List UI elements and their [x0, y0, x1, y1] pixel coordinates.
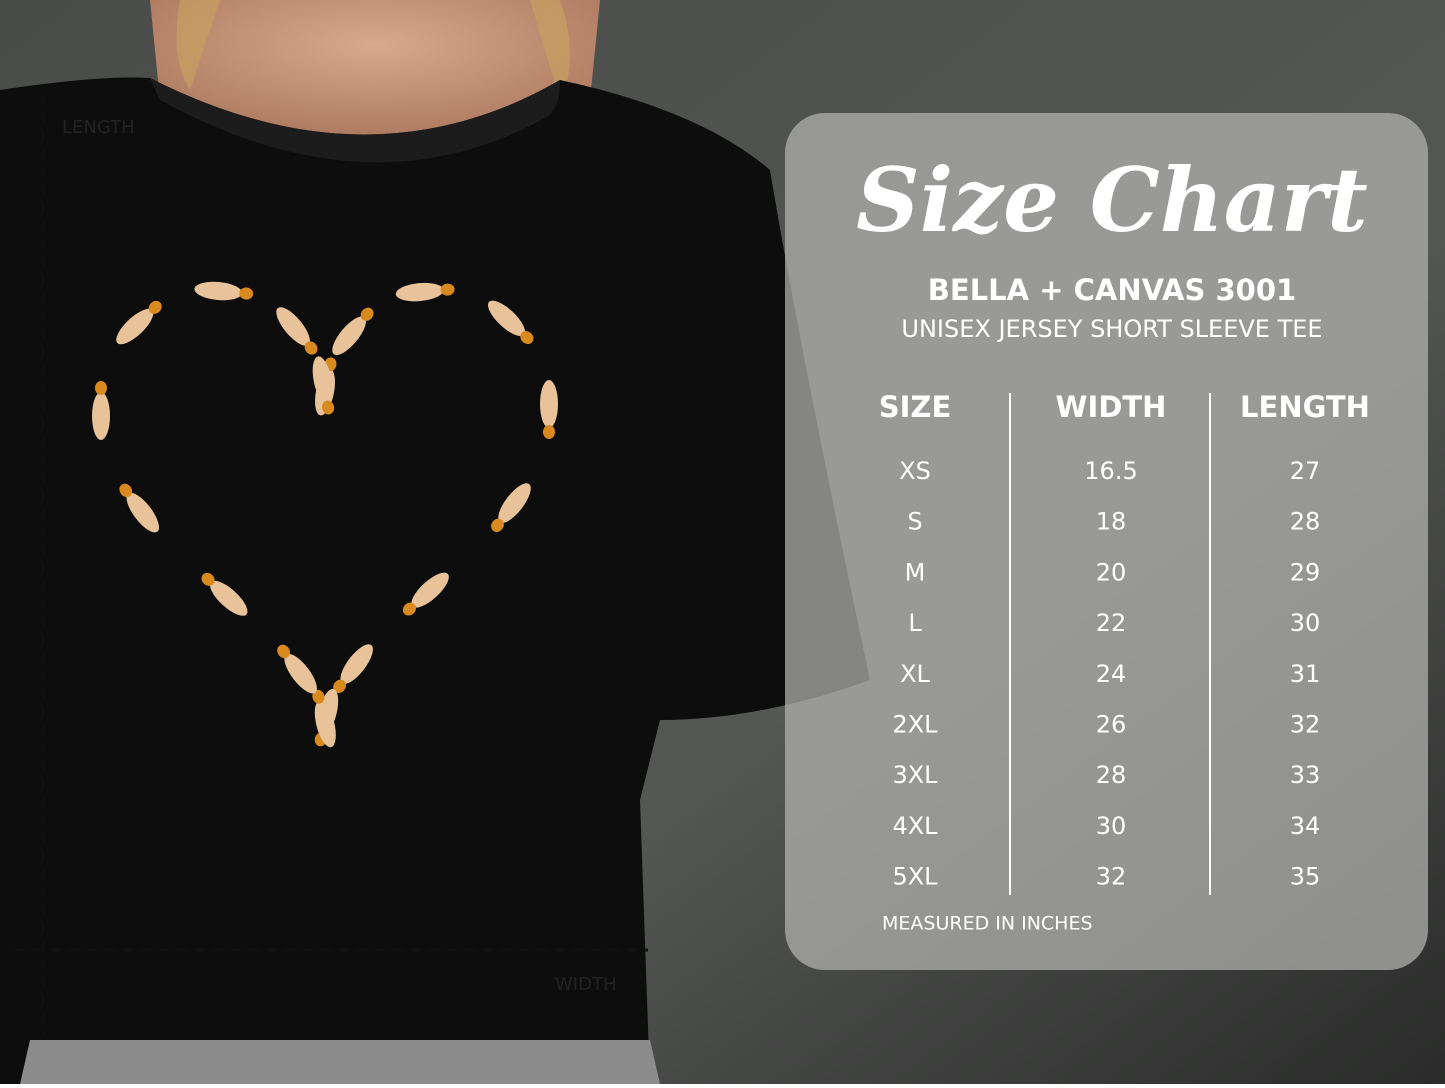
cell: 35: [1290, 863, 1321, 891]
termite: [312, 689, 336, 748]
termite-head: [322, 400, 335, 415]
termite-head: [360, 307, 374, 321]
cell: L: [908, 609, 922, 637]
termite: [92, 381, 110, 440]
termite: [119, 483, 160, 533]
hair: [176, 0, 570, 100]
cell: 18: [1096, 508, 1127, 536]
termite: [312, 356, 335, 415]
termite-body: [116, 308, 154, 345]
termite-body: [540, 380, 558, 428]
cell: 30: [1290, 609, 1321, 637]
collar: [150, 78, 560, 163]
termite: [332, 307, 374, 356]
termite-head: [95, 381, 107, 395]
brand: BELLA + CANVAS 3001: [928, 273, 1296, 307]
cell: 29: [1290, 558, 1321, 586]
termite-body: [210, 580, 248, 616]
cell: 27: [1290, 457, 1321, 485]
termite-heart: [92, 281, 558, 748]
termite-head: [520, 331, 534, 345]
title: Size Chart: [856, 148, 1368, 252]
cell: 30: [1096, 812, 1127, 840]
termite-body: [314, 700, 336, 748]
cell: 4XL: [892, 812, 938, 840]
cell: 24: [1096, 660, 1127, 688]
termite-head: [239, 287, 254, 300]
header-cell: WIDTH: [1056, 390, 1167, 424]
cell: 34: [1290, 812, 1321, 840]
termite-head: [148, 300, 162, 314]
cell: 31: [1290, 660, 1321, 688]
cell: 28: [1096, 761, 1127, 789]
cell: 16.5: [1084, 457, 1137, 485]
cell: S: [907, 508, 922, 536]
size-panel: [785, 113, 1428, 970]
termite-body: [395, 282, 444, 302]
termite-head: [277, 644, 290, 659]
termite-body: [411, 572, 449, 608]
cell: 33: [1290, 761, 1321, 789]
termite-head: [402, 602, 417, 616]
termite-body: [284, 653, 317, 694]
cell: M: [905, 558, 926, 586]
termite-body: [312, 356, 333, 404]
termite-head: [333, 679, 346, 693]
cell: 22: [1096, 609, 1127, 637]
cell: XS: [899, 457, 931, 485]
length-label: LENGTH: [62, 117, 135, 138]
termite: [276, 307, 318, 355]
termite-head: [304, 341, 318, 355]
termite-body: [126, 492, 160, 533]
termite-head: [201, 572, 215, 586]
termite-head: [543, 425, 555, 439]
termite: [201, 572, 248, 616]
termite: [402, 572, 449, 616]
header-cell: LENGTH: [1240, 390, 1370, 424]
cell: 26: [1096, 711, 1127, 739]
termite-body: [487, 300, 526, 337]
cell: 32: [1096, 863, 1127, 891]
termite-head: [119, 483, 133, 497]
termite: [194, 281, 254, 301]
cell: 2XL: [892, 711, 938, 739]
termite-body: [332, 316, 367, 356]
termite-head: [491, 518, 504, 532]
pants: [20, 1040, 660, 1084]
cell: XL: [900, 660, 930, 688]
termite: [395, 282, 455, 302]
termite: [491, 483, 531, 532]
termite-body: [498, 483, 531, 523]
cell: 5XL: [892, 863, 938, 891]
product: UNISEX JERSEY SHORT SLEEVE TEE: [901, 315, 1322, 343]
neck: [150, 0, 600, 150]
cell: 28: [1290, 508, 1321, 536]
termite-head: [312, 689, 325, 704]
termite-body: [92, 392, 110, 440]
termite: [540, 380, 558, 439]
size-table: SIZE WIDTH LENGTH XS 16.5 27 S 18 28 M 20 29 L 22 30 XL…: [879, 390, 1370, 891]
termite: [487, 300, 534, 345]
cell: 32: [1290, 711, 1321, 739]
termite: [333, 644, 373, 693]
termite-body: [276, 307, 311, 346]
width-label: WIDTH: [555, 974, 617, 995]
termite: [116, 300, 162, 345]
cell: 20: [1096, 558, 1127, 586]
termite-body: [340, 644, 373, 684]
termite: [277, 644, 317, 694]
header-cell: SIZE: [879, 390, 952, 424]
cell: 3XL: [892, 761, 938, 789]
termite-body: [194, 281, 243, 301]
termite-head: [440, 283, 455, 296]
note: MEASURED IN INCHES: [882, 913, 1093, 935]
